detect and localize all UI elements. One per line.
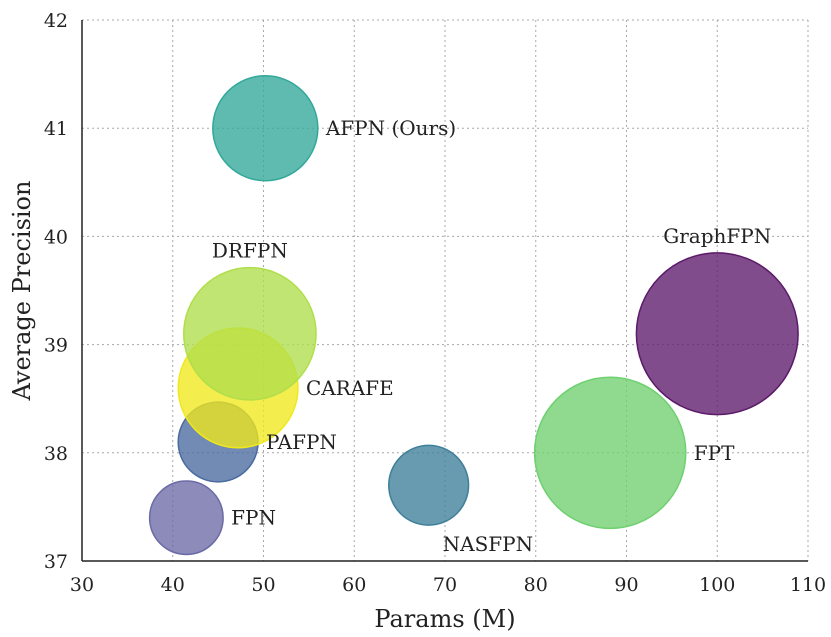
axes: 30 40 50 60 70 80 90 100 110 37 38 39 40 41 42 [44, 10, 826, 596]
label-fpn: FPN [231, 506, 276, 530]
bubble-fpn [148, 480, 224, 556]
label-drfpn: DRFPN [212, 239, 288, 263]
x-tick-label: 90 [614, 574, 638, 596]
x-tick-label: 100 [699, 574, 735, 596]
label-pafpn: PAFPN [266, 430, 337, 454]
label-afpn-ours: AFPN (Ours) [325, 116, 456, 140]
bubble-graphfpn [635, 252, 799, 416]
bubble-labels: FPN PAFPN NASFPN CARAFE DRFPN AFPN (Ours) FPT G… [212, 116, 771, 556]
x-tick-label: 80 [524, 574, 548, 596]
bubble-fpt [533, 376, 687, 530]
label-nasfpn: NASFPN [443, 532, 533, 556]
bubble-afpn-ours [212, 74, 319, 182]
label-fpt: FPT [694, 441, 735, 465]
label-carafe: CARAFE [306, 376, 394, 400]
y-tick-label: 41 [44, 118, 68, 140]
y-tick-label: 39 [44, 335, 68, 357]
y-tick-label: 40 [44, 226, 68, 248]
y-axis-title: Average Precision [8, 181, 36, 402]
x-tick-label: 110 [790, 574, 826, 596]
x-axis-title: Params (M) [374, 605, 515, 633]
bubble-drfpn [182, 266, 317, 401]
x-tick-label: 50 [251, 574, 275, 596]
y-tick-label: 38 [44, 443, 68, 465]
y-tick-label: 37 [44, 551, 68, 573]
x-tick-label: 60 [342, 574, 366, 596]
bubble-nasfpn [388, 444, 470, 526]
bubbles [148, 74, 799, 556]
label-graphfpn: GraphFPN [663, 224, 771, 248]
x-tick-label: 70 [433, 574, 457, 596]
y-tick-label: 42 [44, 10, 68, 32]
x-tick-label: 40 [161, 574, 185, 596]
x-tick-label: 30 [70, 574, 94, 596]
